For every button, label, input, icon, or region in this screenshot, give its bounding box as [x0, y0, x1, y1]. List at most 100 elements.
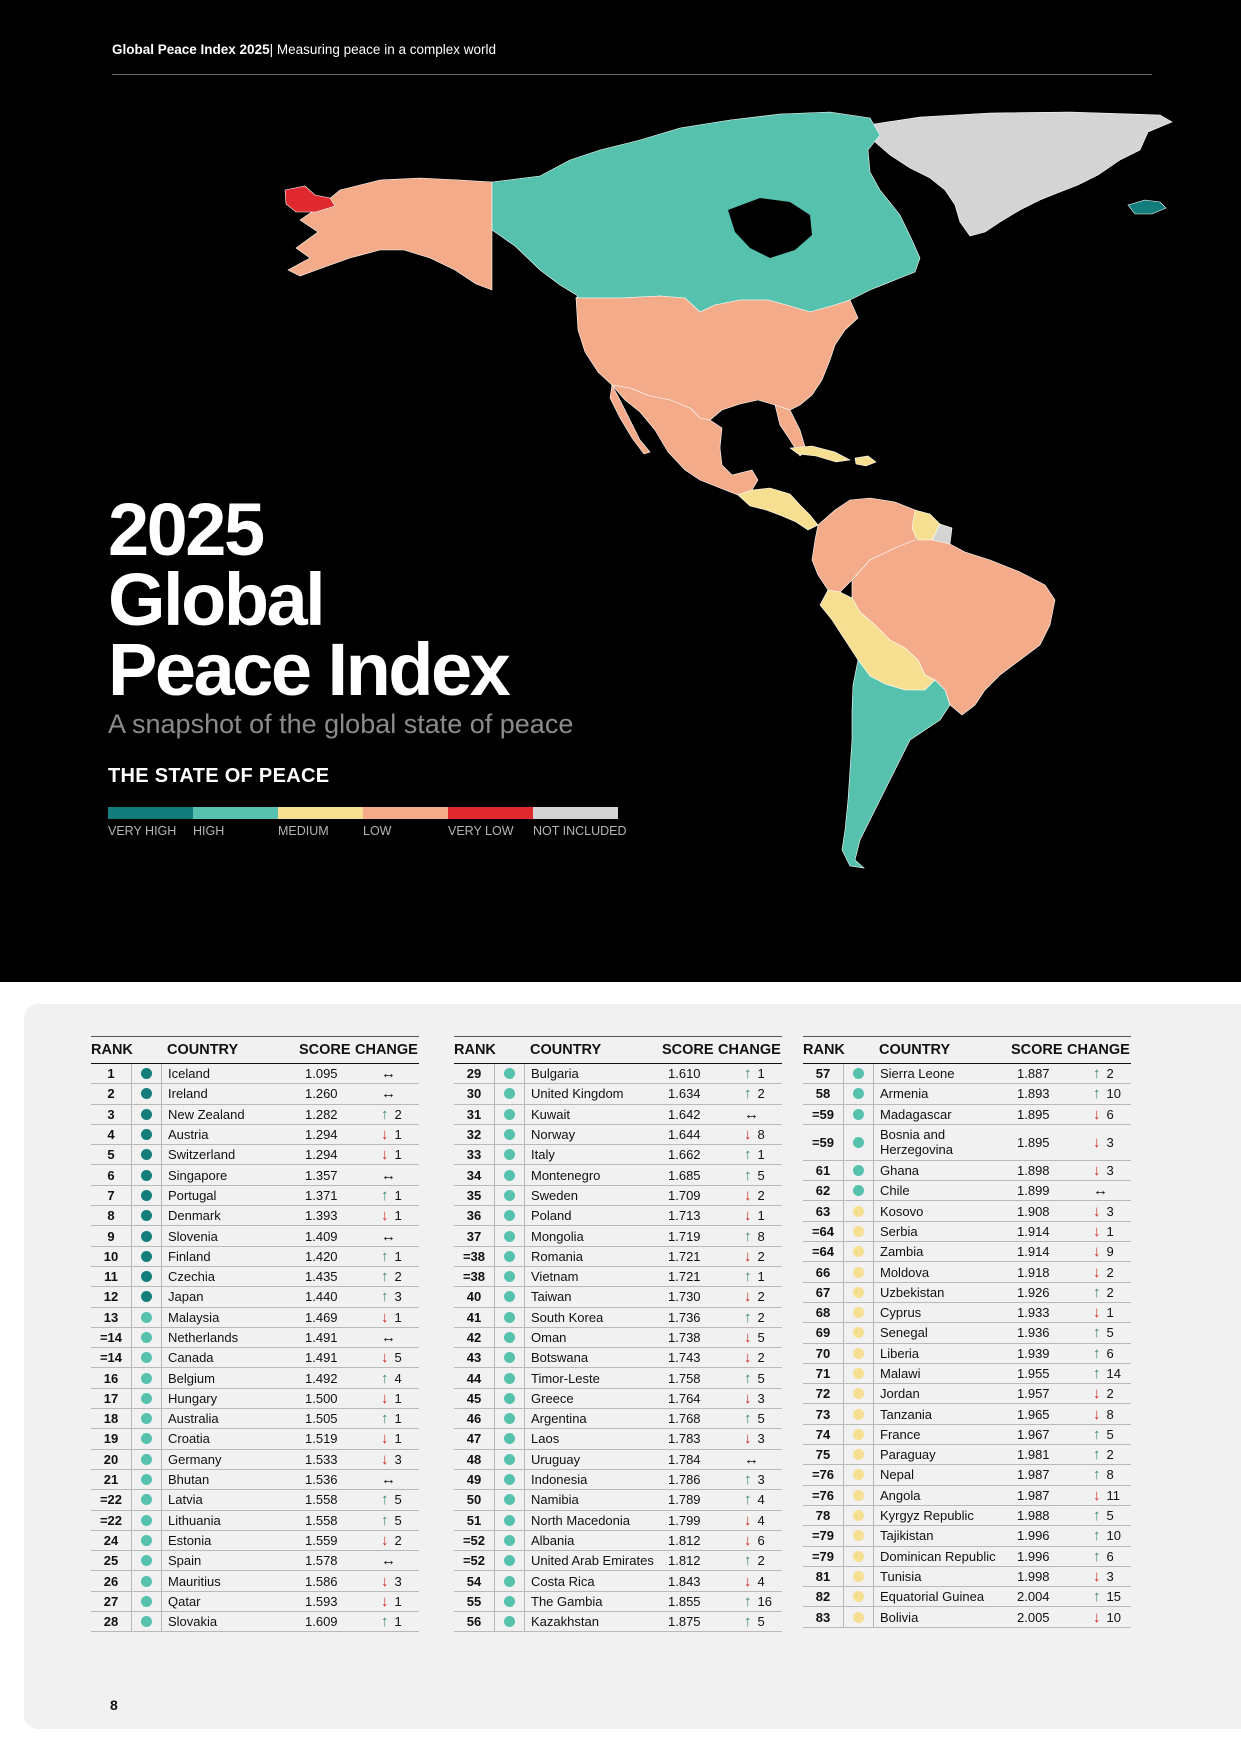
- map-southern-cone: [841, 659, 951, 869]
- table-row: 33 Italy 1.662 ↑ 1: [454, 1145, 782, 1166]
- change-value: 10: [1106, 1086, 1121, 1102]
- legend-label: MEDIUM: [278, 824, 329, 838]
- arrow-down-icon: ↓: [744, 1126, 752, 1144]
- peace-level-dot-icon: [504, 1392, 515, 1404]
- change-value: 2: [757, 1309, 765, 1325]
- legend-item: HIGH: [193, 807, 278, 838]
- legend-item: VERY HIGH: [108, 807, 193, 838]
- rank-cell: 61: [815, 1163, 831, 1179]
- arrow-up-icon: ↑: [744, 1065, 752, 1083]
- country-cell: Spain: [161, 1551, 299, 1571]
- score-cell: 1.409: [305, 1228, 338, 1244]
- title-line-peace-index: Peace Index: [108, 628, 511, 711]
- peace-level-dot-icon: [504, 1433, 515, 1445]
- change-cell: ↓ 11: [1067, 1488, 1120, 1503]
- change-cell: ↑ 2: [1067, 1285, 1119, 1300]
- change-value: 2: [1106, 1066, 1114, 1082]
- score-cell: 1.736: [668, 1309, 701, 1325]
- rank-cell: 67: [815, 1284, 831, 1300]
- arrow-up-icon: ↑: [1093, 1065, 1101, 1083]
- rank-cell: 51: [466, 1512, 482, 1528]
- map-baja: [609, 384, 651, 455]
- score-cell: 1.558: [305, 1512, 338, 1528]
- country-cell: Bhutan: [161, 1469, 299, 1490]
- table-row: 1 Iceland 1.095 ↔: [91, 1064, 419, 1085]
- change-cell: ↑ 2: [355, 1107, 407, 1122]
- country-cell: Malaysia: [161, 1307, 299, 1327]
- score-cell: 2.004: [1017, 1589, 1050, 1605]
- score-cell: 1.500: [305, 1390, 338, 1406]
- country-cell: The Gambia: [524, 1591, 662, 1612]
- peace-level-dot-icon: [504, 1210, 515, 1222]
- country-cell: Armenia: [873, 1084, 1011, 1104]
- country-cell: Slovakia: [161, 1612, 299, 1632]
- country-cell: Uruguay: [524, 1449, 662, 1469]
- score-cell: 1.492: [305, 1370, 338, 1386]
- legend-swatch: [193, 807, 278, 819]
- peace-level-dot-icon: [853, 1469, 864, 1481]
- table-row: 71 Malawi 1.955 ↑ 14: [803, 1363, 1131, 1385]
- change-cell: ↓ 2: [355, 1533, 407, 1548]
- peace-level-dot-icon: [141, 1068, 152, 1080]
- rank-cell: 73: [815, 1406, 831, 1422]
- arrow-left-right-icon: ↔: [381, 1552, 396, 1570]
- country-cell: Hungary: [161, 1388, 299, 1409]
- arrow-down-icon: ↓: [1093, 1202, 1101, 1220]
- arrow-down-icon: ↓: [381, 1592, 389, 1610]
- score-cell: 1.987: [1017, 1467, 1050, 1483]
- arrow-down-icon: ↓: [1093, 1162, 1101, 1180]
- score-cell: 1.784: [668, 1451, 701, 1467]
- change-value: 8: [757, 1228, 765, 1244]
- rank-cell: 48: [466, 1451, 482, 1467]
- score-cell: 1.440: [305, 1289, 338, 1305]
- change-cell: ↓ 9: [1067, 1244, 1119, 1259]
- country-cell: Uzbekistan: [873, 1282, 1011, 1302]
- change-value: 1: [757, 1066, 765, 1082]
- arrow-down-icon: ↓: [381, 1207, 389, 1225]
- table-row: 34 Montenegro 1.685 ↑ 5: [454, 1165, 782, 1186]
- table-row: 12 Japan 1.440 ↑ 3: [91, 1287, 419, 1308]
- score-cell: 1.998: [1017, 1568, 1050, 1584]
- peace-level-dot-icon: [504, 1149, 515, 1161]
- country-cell: Estonia: [161, 1530, 299, 1551]
- rank-cell: 37: [466, 1228, 482, 1244]
- country-cell: Zambia: [873, 1242, 1011, 1262]
- score-cell: 1.855: [668, 1593, 701, 1609]
- table-row: =59 Madagascar 1.895 ↓ 6: [803, 1104, 1131, 1125]
- rank-cell: =76: [811, 1487, 835, 1503]
- score-cell: 1.578: [305, 1553, 338, 1569]
- rank-cell: 19: [103, 1431, 119, 1447]
- change-cell: ↓ 1: [355, 1431, 407, 1446]
- table-top-rule: [803, 1036, 1131, 1037]
- score-cell: 1.981: [1017, 1447, 1050, 1463]
- arrow-down-icon: ↓: [744, 1511, 752, 1529]
- change-cell: ↑ 3: [355, 1289, 407, 1304]
- score-cell: 1.926: [1017, 1284, 1050, 1300]
- peace-level-cell: [843, 1587, 873, 1607]
- country-cell: Equatorial Guinea: [873, 1587, 1011, 1607]
- peace-level-dot-icon: [141, 1555, 152, 1567]
- change-value: 1: [394, 1309, 402, 1325]
- score-cell: 1.789: [668, 1492, 701, 1508]
- peace-level-dot-icon: [141, 1149, 152, 1161]
- peace-level-dot-icon: [853, 1165, 864, 1177]
- arrow-down-icon: ↓: [381, 1531, 389, 1549]
- country-cell: Sierra Leone: [873, 1064, 1011, 1084]
- score-cell: 1.610: [668, 1066, 701, 1082]
- table-row: =59 Bosnia and Herzegovina 1.895 ↓ 3: [803, 1124, 1131, 1161]
- peace-level-dot-icon: [141, 1271, 152, 1283]
- change-value: 1: [394, 1614, 402, 1630]
- country-cell: Tajikistan: [873, 1526, 1011, 1546]
- peace-level-dot-icon: [141, 1088, 152, 1100]
- peace-level-cell: [843, 1404, 873, 1424]
- arrow-down-icon: ↓: [1093, 1243, 1101, 1261]
- country-cell: Namibia: [524, 1490, 662, 1510]
- country-cell: Bolivia: [873, 1607, 1011, 1627]
- table-row: 30 United Kingdom 1.634 ↑ 2: [454, 1084, 782, 1105]
- score-cell: 1.559: [305, 1532, 338, 1548]
- peace-level-dot-icon: [853, 1510, 864, 1522]
- peace-level-cell: [843, 1323, 873, 1343]
- score-cell: 1.987: [1017, 1487, 1050, 1503]
- rank-cell: 69: [815, 1325, 831, 1341]
- arrow-up-icon: ↑: [1093, 1527, 1101, 1545]
